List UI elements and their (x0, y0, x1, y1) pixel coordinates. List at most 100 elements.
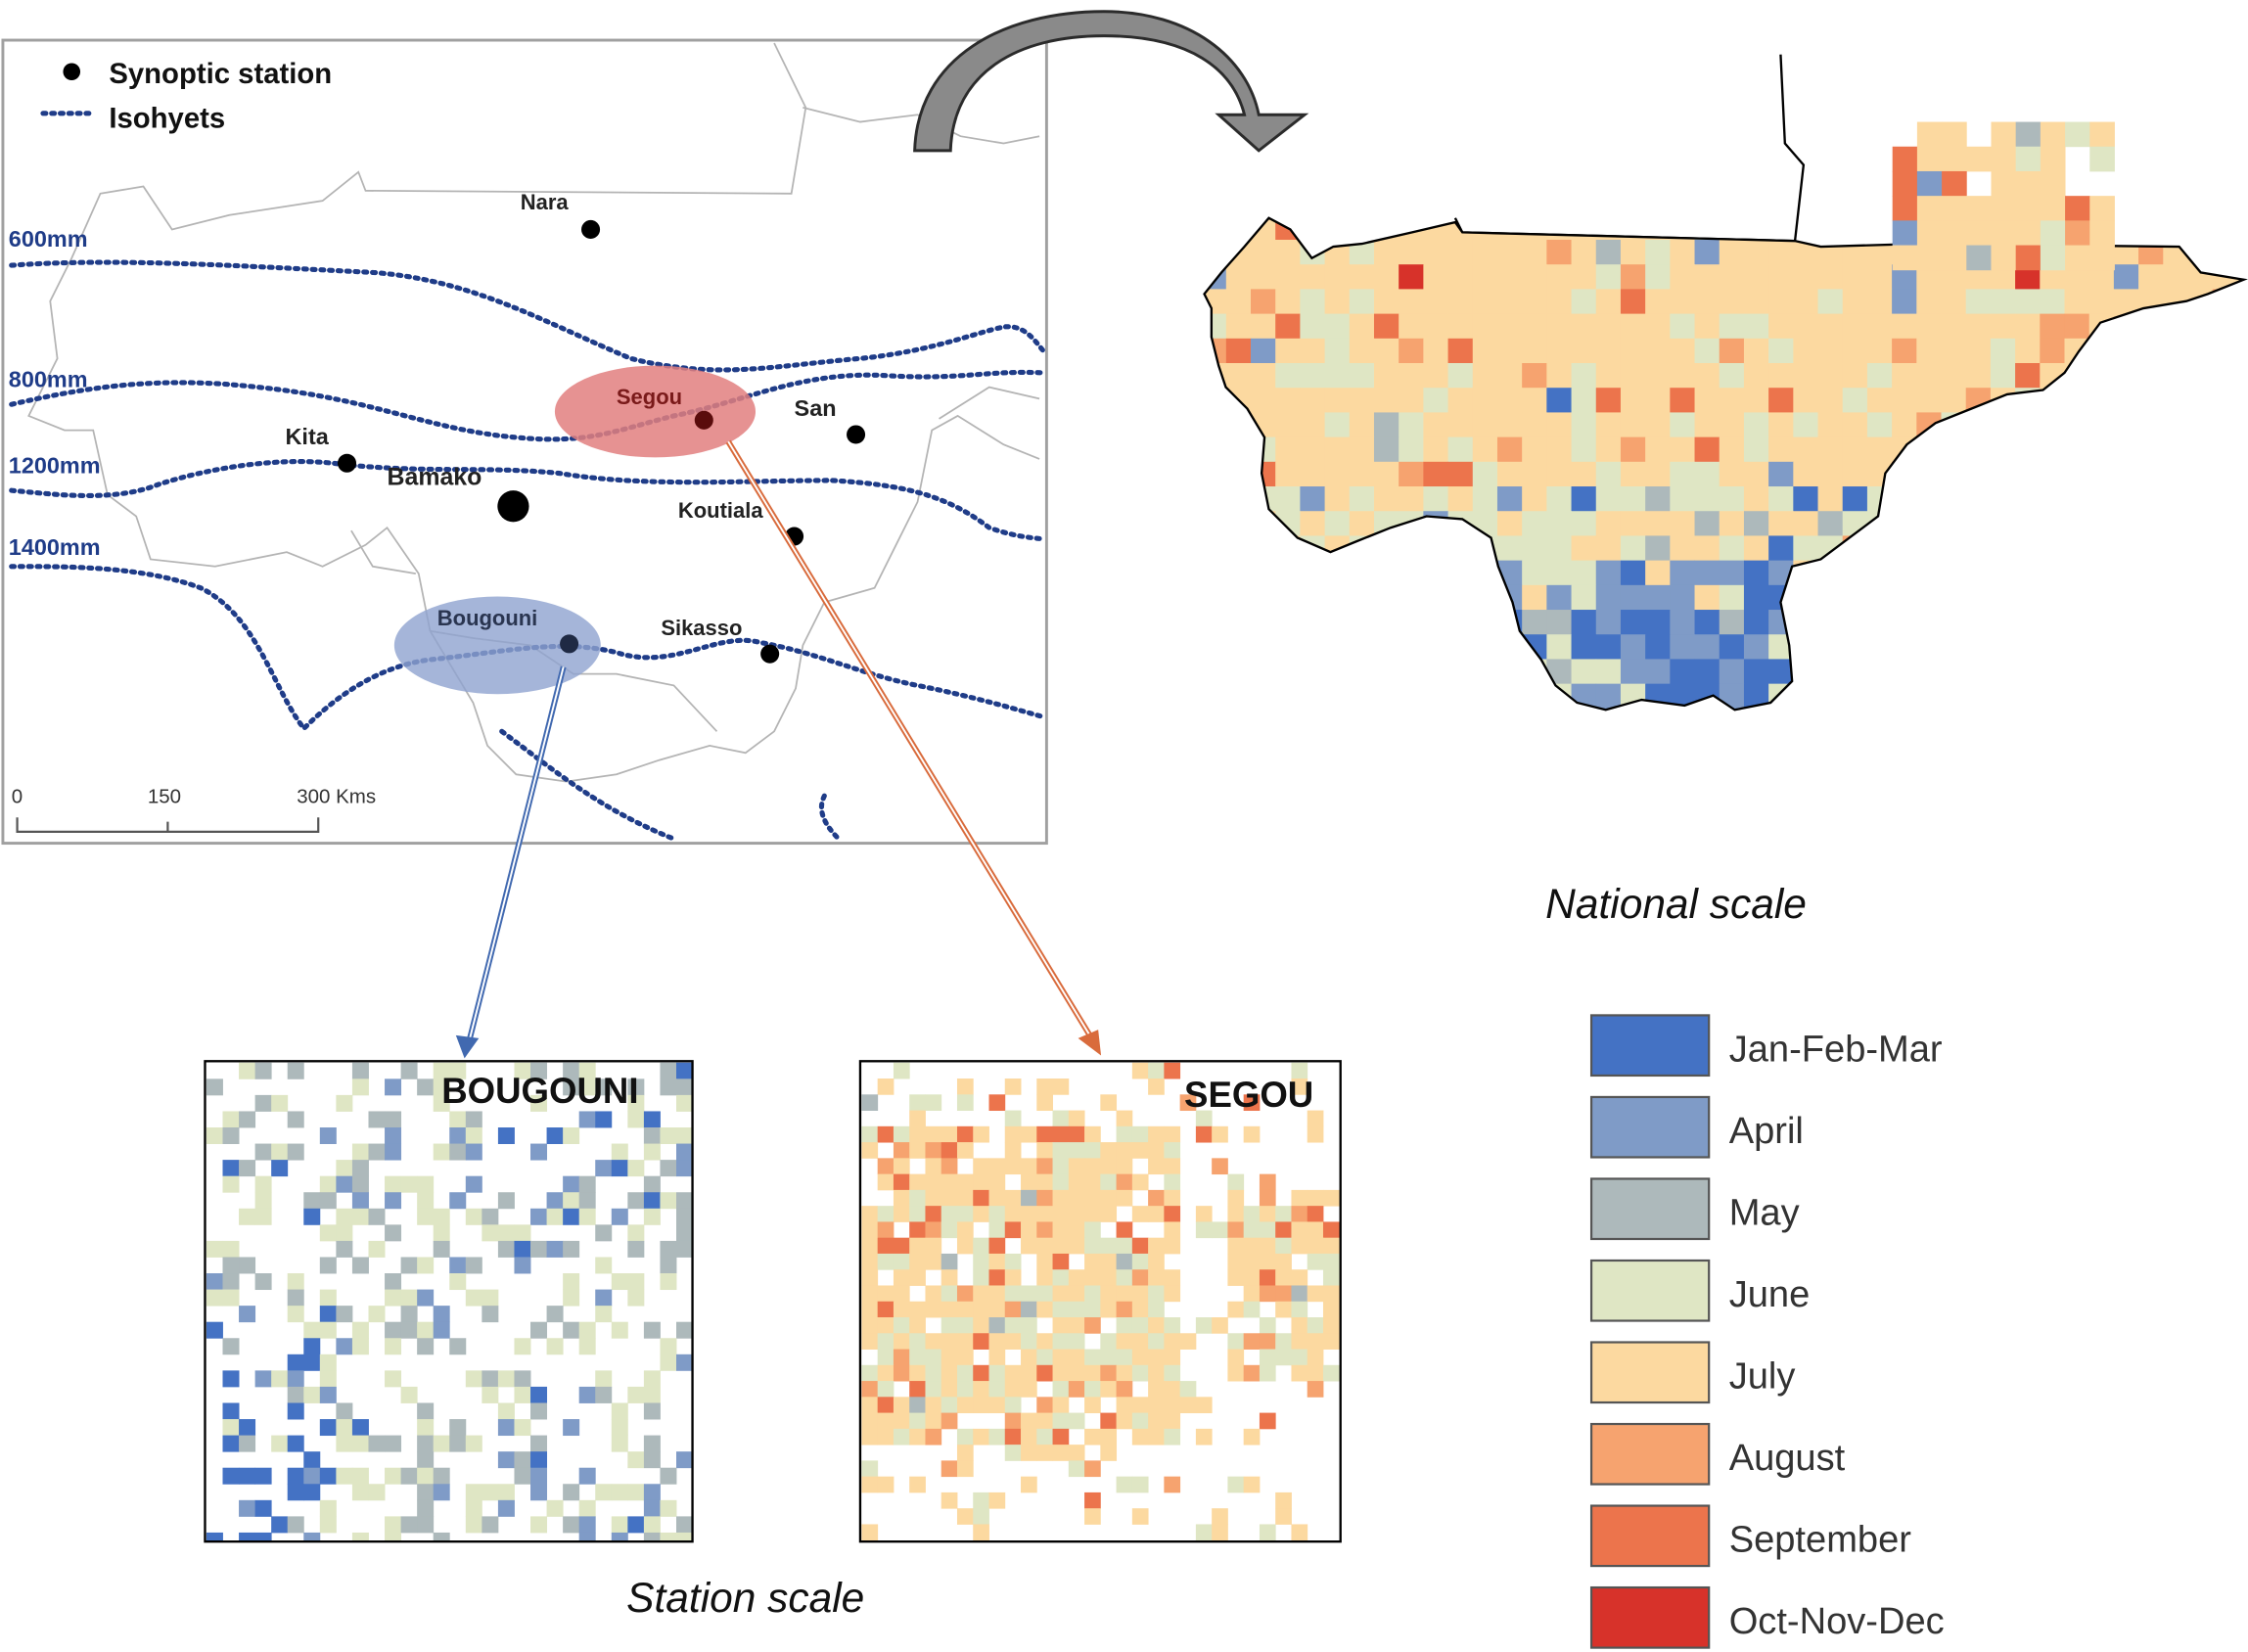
raster-cell (1243, 1253, 1261, 1270)
raster-cell (1084, 1221, 1101, 1239)
raster-cell (2138, 584, 2164, 611)
raster-cell (1768, 610, 1794, 635)
raster-cell (1645, 511, 1671, 536)
raster-cell (1522, 264, 1547, 290)
raster-cell (1620, 659, 1646, 685)
raster-cell (643, 1208, 661, 1225)
raster-cell (563, 1127, 580, 1144)
raster-cell (940, 1333, 958, 1350)
raster-cell (940, 1206, 958, 1222)
raster-cell (1645, 461, 1671, 487)
raster-cell (1522, 388, 1547, 413)
raster-cell (1004, 1142, 1022, 1159)
raster-cell (254, 1370, 272, 1388)
raster-cell (351, 1062, 369, 1079)
raster-cell (1991, 170, 2017, 197)
raster-cell (1250, 313, 1276, 340)
raster-cell (676, 1516, 692, 1534)
raster-cell (1116, 1381, 1133, 1398)
raster-cell (1227, 1221, 1245, 1239)
raster-cell (1291, 1189, 1308, 1207)
raster-cell (222, 1273, 240, 1291)
raster-cell (2212, 461, 2238, 487)
raster-cell (1620, 436, 1646, 463)
raster-cell (1021, 1445, 1037, 1461)
raster-cell (1595, 289, 1622, 315)
raster-cell (2064, 683, 2090, 710)
raster-cell (239, 1467, 256, 1485)
raster-cell (877, 1301, 895, 1318)
raster-cell (1892, 683, 1917, 710)
raster-cell (2113, 461, 2139, 487)
raster-cell (1965, 313, 1992, 340)
raster-cell (1817, 313, 1844, 340)
raster-cell (417, 1208, 435, 1225)
raster-cell (287, 1273, 304, 1291)
raster-cell (1620, 486, 1646, 512)
raster-cell (973, 1285, 989, 1303)
raster-cell (643, 1143, 661, 1161)
raster-cell (1243, 1476, 1261, 1493)
raster-cell (1866, 217, 1893, 241)
raster-cell (643, 1175, 661, 1193)
raster-cell (1068, 1173, 1085, 1191)
raster-cell (1243, 1206, 1261, 1222)
raster-cell (1447, 363, 1474, 389)
raster-cell (2163, 363, 2188, 389)
raster-cell (1447, 659, 1474, 685)
raster-cell (1164, 1285, 1181, 1303)
raster-cell (287, 1062, 304, 1079)
raster-cell (1179, 1397, 1197, 1414)
raster-cell (2040, 461, 2065, 487)
raster-cell (1916, 220, 1943, 247)
raster-cell (1817, 461, 1844, 487)
raster-cell (861, 1460, 879, 1478)
raster-cell (465, 1257, 482, 1274)
raster-cell (1423, 264, 1449, 290)
legend-label-june: June (1729, 1274, 1811, 1315)
raster-cell (1941, 659, 1967, 685)
raster-cell (239, 1257, 256, 1274)
raster-cell (239, 1435, 256, 1452)
raster-cell (1522, 610, 1547, 635)
raster-cell (1131, 1206, 1149, 1222)
raster-cell (1941, 313, 1967, 340)
raster-cell (1148, 1349, 1165, 1366)
legend-swatch-may (1589, 1177, 1711, 1241)
raster-cell (1817, 560, 1844, 586)
raster-cell (1423, 584, 1449, 611)
raster-cell (1036, 1269, 1053, 1286)
raster-cell (1243, 1333, 1261, 1350)
raster-cell (1275, 1253, 1292, 1270)
raster-cell (1052, 1349, 1070, 1366)
raster-cell (1941, 363, 1967, 389)
raster-cell (563, 1516, 580, 1534)
raster-cell (2088, 363, 2115, 389)
raster-cell (1148, 1253, 1165, 1270)
raster-cell (643, 1402, 661, 1420)
raster-cell (254, 1175, 272, 1193)
raster-cell (940, 1221, 958, 1239)
raster-cell (2015, 363, 2041, 389)
raster-cell (1164, 1412, 1181, 1430)
raster-cell (1021, 1428, 1037, 1446)
raster-cell (1916, 121, 1943, 148)
raster-cell (2064, 436, 2090, 463)
raster-cell (1148, 1189, 1165, 1207)
raster-cell (400, 1257, 418, 1274)
raster-cell (2138, 239, 2164, 265)
raster-cell (988, 1206, 1006, 1222)
raster-cell (1496, 289, 1523, 315)
raster-cell (465, 1435, 482, 1452)
raster-cell (1571, 363, 1597, 389)
raster-cell (1991, 220, 2017, 247)
raster-cell (2088, 708, 2115, 711)
raster-cell (956, 1173, 974, 1191)
raster-cell (303, 1338, 321, 1355)
raster-cell (1164, 1173, 1181, 1191)
raster-cell (482, 1224, 499, 1242)
raster-cell (1373, 412, 1399, 438)
raster-cell (2015, 245, 2042, 271)
raster-cell (1021, 1349, 1037, 1366)
raster-cell (254, 1208, 272, 1225)
